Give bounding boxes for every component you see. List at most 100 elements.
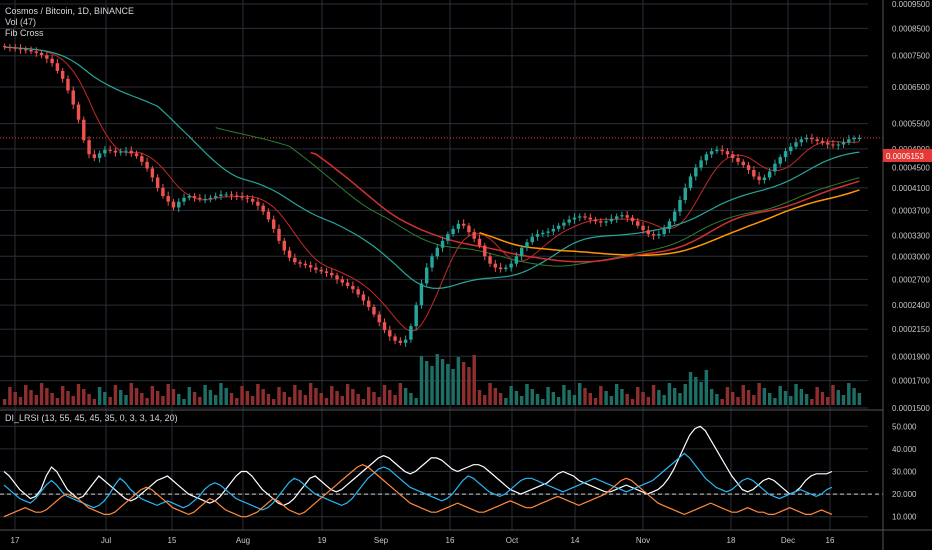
candle-body[interactable]: [614, 216, 619, 219]
candle-body[interactable]: [852, 138, 856, 140]
candle-body[interactable]: [609, 218, 614, 222]
candle-body[interactable]: [145, 161, 149, 169]
candle-body[interactable]: [757, 176, 761, 181]
candle-body[interactable]: [208, 197, 213, 199]
candle-body[interactable]: [467, 225, 471, 233]
candle-body[interactable]: [8, 47, 12, 49]
candle-body[interactable]: [419, 283, 424, 306]
candle-body[interactable]: [746, 165, 751, 170]
candle-body[interactable]: [725, 151, 730, 155]
candle-body[interactable]: [541, 232, 545, 235]
candle-body[interactable]: [483, 245, 487, 257]
candle-body[interactable]: [430, 256, 434, 268]
candle-body[interactable]: [572, 217, 577, 220]
candle-body[interactable]: [657, 234, 661, 236]
candle-body[interactable]: [71, 90, 75, 105]
candle-body[interactable]: [76, 104, 81, 120]
candle-body[interactable]: [82, 119, 86, 141]
candle-body[interactable]: [177, 201, 181, 208]
candle-body[interactable]: [24, 49, 28, 51]
candle-body[interactable]: [593, 219, 598, 222]
candle-body[interactable]: [287, 250, 292, 258]
candle-body[interactable]: [820, 141, 825, 143]
candle-body[interactable]: [662, 228, 666, 235]
candle-body[interactable]: [298, 262, 302, 264]
candle-body[interactable]: [683, 187, 687, 200]
candle-body[interactable]: [630, 217, 635, 222]
candle-body[interactable]: [709, 151, 714, 155]
candle-body[interactable]: [314, 267, 318, 270]
candle-body[interactable]: [113, 150, 118, 153]
candle-body[interactable]: [625, 215, 629, 218]
candle-body[interactable]: [556, 225, 561, 229]
candle-body[interactable]: [250, 198, 255, 202]
candle-body[interactable]: [599, 221, 603, 223]
candle-body[interactable]: [847, 139, 851, 143]
candle-body[interactable]: [92, 154, 97, 159]
candle-body[interactable]: [841, 142, 846, 145]
candle-body[interactable]: [377, 314, 381, 323]
candle-body[interactable]: [330, 272, 334, 276]
candle-body[interactable]: [103, 149, 107, 154]
candle-body[interactable]: [741, 161, 746, 166]
candle-body[interactable]: [514, 256, 519, 264]
candle-body[interactable]: [29, 49, 33, 52]
candle-body[interactable]: [525, 242, 529, 248]
candle-body[interactable]: [488, 256, 492, 264]
candle-body[interactable]: [636, 221, 640, 226]
candle-body[interactable]: [493, 263, 498, 268]
candle-body[interactable]: [435, 247, 439, 257]
candle-body[interactable]: [166, 196, 170, 202]
candle-body[interactable]: [694, 167, 698, 177]
candle-body[interactable]: [13, 47, 17, 49]
candle-body[interactable]: [773, 163, 777, 172]
candle-body[interactable]: [519, 247, 524, 257]
candle-body[interactable]: [446, 234, 450, 241]
candle-body[interactable]: [256, 201, 260, 206]
candle-body[interactable]: [667, 221, 672, 229]
candle-body[interactable]: [583, 216, 587, 218]
candle-body[interactable]: [219, 194, 223, 197]
candle-body[interactable]: [414, 305, 418, 327]
candle-body[interactable]: [651, 234, 656, 236]
candle-body[interactable]: [398, 340, 403, 343]
candle-body[interactable]: [588, 217, 592, 220]
candle-body[interactable]: [39, 52, 44, 56]
candle-body[interactable]: [825, 142, 830, 145]
candle-body[interactable]: [198, 197, 202, 199]
candle-body[interactable]: [55, 63, 60, 71]
candle-body[interactable]: [641, 225, 645, 231]
candle-body[interactable]: [551, 228, 556, 232]
candle-body[interactable]: [366, 300, 371, 307]
candle-body[interactable]: [213, 196, 218, 198]
candle-body[interactable]: [266, 211, 271, 220]
candle-body[interactable]: [836, 144, 840, 146]
candle-body[interactable]: [335, 275, 339, 280]
candle-body[interactable]: [118, 151, 123, 153]
candle-body[interactable]: [308, 265, 313, 268]
candle-body[interactable]: [720, 149, 724, 152]
candle-body[interactable]: [789, 146, 793, 152]
candle-body[interactable]: [530, 236, 534, 243]
candle-body[interactable]: [182, 197, 186, 202]
candle-body[interactable]: [388, 330, 392, 337]
candle-body[interactable]: [794, 142, 798, 147]
candle-body[interactable]: [2, 46, 7, 48]
candle-body[interactable]: [477, 238, 482, 246]
candle-body[interactable]: [831, 144, 835, 146]
candle-body[interactable]: [108, 149, 112, 151]
candle-body[interactable]: [187, 196, 192, 198]
candle-body[interactable]: [567, 219, 571, 223]
candle-body[interactable]: [672, 211, 677, 222]
candle-body[interactable]: [382, 322, 387, 331]
candle-body[interactable]: [235, 195, 239, 197]
candle-body[interactable]: [546, 231, 550, 233]
candle-body[interactable]: [134, 153, 139, 157]
candle-body[interactable]: [229, 194, 234, 196]
candle-body[interactable]: [646, 230, 651, 235]
candle-body[interactable]: [224, 194, 228, 196]
candle-body[interactable]: [451, 228, 455, 235]
candle-body[interactable]: [124, 150, 128, 152]
candle-body[interactable]: [345, 282, 350, 286]
candle-body[interactable]: [372, 306, 376, 315]
